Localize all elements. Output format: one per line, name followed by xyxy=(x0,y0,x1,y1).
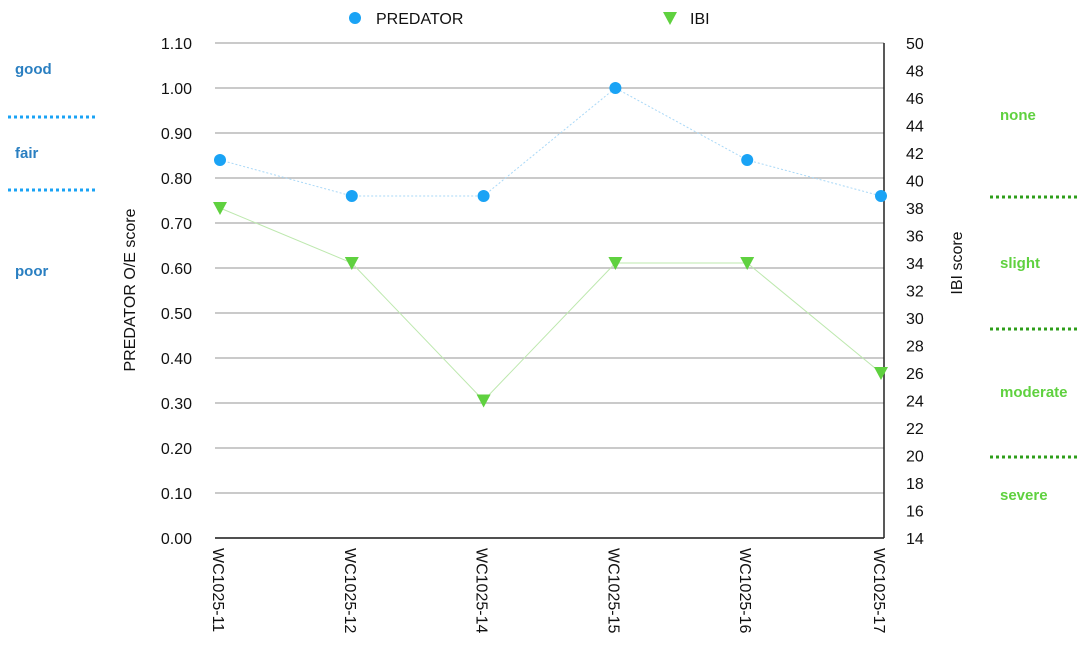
predator-point xyxy=(741,154,754,166)
right-axis-ticks: 14 16 18 20 22 24 26 28 30 32 34 36 38 40 42 44 46 48 50 xyxy=(906,36,924,548)
legend-label-predator: PREDATOR xyxy=(376,11,463,28)
y-tick-label: 1.00 xyxy=(161,81,192,98)
series-markers xyxy=(213,82,888,408)
y2-tick-label: 48 xyxy=(906,64,924,81)
predator-point xyxy=(477,190,490,202)
y2-tick-label: 46 xyxy=(906,91,924,108)
y2-tick-label: 22 xyxy=(906,421,924,438)
series-line-ibi xyxy=(219,207,882,402)
y2-tick-label: 38 xyxy=(906,201,924,218)
quality-class-label: poor xyxy=(15,263,48,280)
ibi-point xyxy=(213,202,227,215)
y2-tick-label: 34 xyxy=(906,256,924,273)
y2-tick-label: 32 xyxy=(906,284,924,301)
left-axis-ticks: 0.00 0.10 0.20 0.30 0.40 0.50 0.60 0.70 0.80 0.90… xyxy=(161,36,192,548)
predator-point xyxy=(214,154,226,166)
y2-tick-label: 36 xyxy=(906,229,924,246)
right-class-annotations: none slight moderate severe xyxy=(990,107,1080,504)
quality-class-label: fair xyxy=(15,145,39,162)
legend-marker-ibi xyxy=(663,12,677,25)
ibi-point xyxy=(476,394,491,408)
legend-label-ibi: IBI xyxy=(690,11,710,28)
y2-axis-title: IBI score xyxy=(949,231,966,294)
x-tick-label: WC1025-16 xyxy=(736,548,753,633)
y2-tick-label: 30 xyxy=(906,311,924,328)
predator-point xyxy=(875,190,887,202)
series-lines xyxy=(219,87,882,402)
y2-tick-label: 40 xyxy=(906,174,924,191)
ibi-point xyxy=(344,257,359,270)
impairment-class-label: slight xyxy=(1000,255,1040,272)
y-tick-label: 0.50 xyxy=(161,306,192,323)
ibi-point xyxy=(608,257,623,270)
y2-tick-label: 16 xyxy=(906,504,924,521)
y2-tick-label: 24 xyxy=(906,394,924,411)
legend-marker-predator xyxy=(349,12,361,24)
y2-tick-label: 44 xyxy=(906,119,924,136)
predator-point xyxy=(345,190,358,202)
impairment-class-label: severe xyxy=(1000,487,1048,504)
left-class-annotations: good fair poor xyxy=(8,61,97,280)
gridlines xyxy=(215,42,884,539)
y-tick-label: 0.30 xyxy=(161,396,192,413)
impairment-class-label: moderate xyxy=(1000,384,1068,401)
x-tick-label: WC1025-15 xyxy=(604,548,621,633)
y2-tick-label: 28 xyxy=(906,339,924,356)
y-tick-label: 0.10 xyxy=(161,486,192,503)
y2-tick-label: 50 xyxy=(906,36,924,53)
quality-class-label: good xyxy=(15,61,52,78)
ibi-point xyxy=(740,257,755,270)
axes xyxy=(215,43,885,539)
y-tick-label: 0.20 xyxy=(161,441,192,458)
y-tick-label: 0.80 xyxy=(161,171,192,188)
impairment-class-label: none xyxy=(1000,107,1036,124)
series-line-predator xyxy=(219,87,882,197)
y2-tick-label: 14 xyxy=(906,531,924,548)
x-tick-label: WC1025-12 xyxy=(341,548,358,633)
y2-tick-label: 26 xyxy=(906,366,924,383)
y2-tick-label: 18 xyxy=(906,476,924,493)
legend: PREDATOR IBI xyxy=(349,11,710,28)
y-tick-label: 1.10 xyxy=(161,36,192,53)
y-tick-label: 0.40 xyxy=(161,351,192,368)
y-tick-label: 0.00 xyxy=(161,531,192,548)
x-tick-label: WC1025-14 xyxy=(473,548,490,633)
y2-tick-label: 42 xyxy=(906,146,924,163)
y-axis-title: PREDATOR O/E score xyxy=(122,208,139,371)
x-tick-label: WC1025-17 xyxy=(870,548,887,633)
y2-tick-label: 20 xyxy=(906,449,924,466)
ibi-point xyxy=(874,367,888,380)
y-tick-label: 0.60 xyxy=(161,261,192,278)
predator-point xyxy=(609,82,622,94)
y-tick-label: 0.70 xyxy=(161,216,192,233)
category-labels: WC1025-11 WC1025-12 WC1025-14 WC1025-15 WC10… xyxy=(209,548,887,633)
x-tick-label: WC1025-11 xyxy=(209,548,226,632)
y-tick-label: 0.90 xyxy=(161,126,192,143)
